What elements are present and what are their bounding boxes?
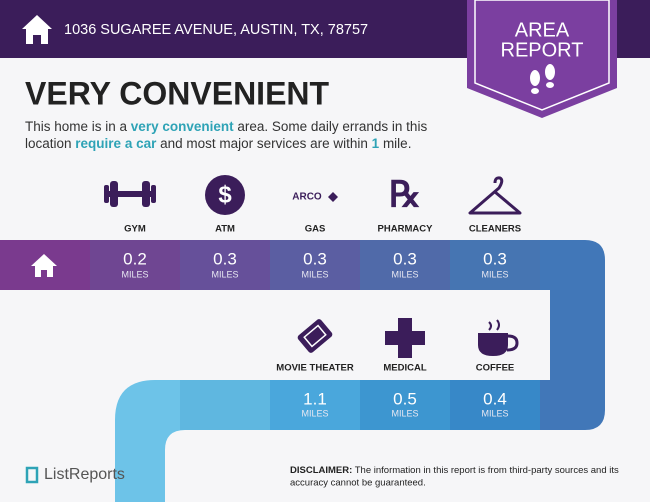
- amenity-distance: 0.4: [483, 389, 507, 408]
- amenity-label: MOVIE THEATER: [276, 363, 354, 374]
- text: area. Some daily errands in this: [234, 119, 428, 134]
- amenity-label: COFFEE: [476, 363, 515, 374]
- amenity-distance: 0.3: [483, 249, 507, 268]
- atm-icon-symbol: $: [218, 181, 232, 208]
- disclaimer-text: The information in this report is from t…: [352, 465, 619, 476]
- amenity-label: CLEANERS: [469, 224, 521, 235]
- distance-unit: MILES: [301, 269, 328, 279]
- disclaimer-line: accuracy cannot be guaranteed.: [290, 478, 426, 489]
- amenity-distance: 0.2: [123, 249, 147, 268]
- amenity-label: MEDICAL: [383, 363, 426, 374]
- home-icon: [22, 15, 52, 44]
- road-cell: [270, 240, 360, 290]
- distance-unit: MILES: [391, 408, 418, 418]
- cleaners-icon: [468, 176, 522, 215]
- amenity-distance: 0.3: [393, 249, 417, 268]
- badge-border: [474, 0, 610, 111]
- medical-icon: [385, 318, 425, 358]
- text: location: [25, 136, 75, 151]
- gym-icon: [104, 181, 156, 207]
- footprints-icon: [530, 64, 555, 94]
- movie-icon: [297, 319, 333, 353]
- text: and most major services are within: [156, 136, 371, 151]
- distance-unit: MILES: [121, 269, 148, 279]
- road-cell: [270, 380, 360, 430]
- distance-unit: MILES: [211, 269, 238, 279]
- gas-icon-text: ARCO: [292, 192, 322, 203]
- highlight: very convenient: [131, 119, 234, 134]
- distance-unit: MILES: [481, 408, 508, 418]
- description-line: location require a car and most major se…: [25, 136, 411, 151]
- gas-icon: [328, 192, 338, 202]
- brand: ListReports: [44, 466, 125, 483]
- brand-icon: [25, 466, 39, 484]
- distance-unit: MILES: [481, 269, 508, 279]
- headline: VERY CONVENIENT: [25, 75, 330, 111]
- atm-icon: [205, 175, 245, 215]
- pharmacy-icon: ℞: [389, 174, 421, 215]
- road-cell: [360, 380, 450, 430]
- amenity-label: ATM: [215, 224, 235, 235]
- amenity-distance: 0.3: [213, 249, 237, 268]
- amenity-label: GAS: [305, 224, 326, 235]
- road-cell: [360, 240, 450, 290]
- text: mile.: [379, 136, 411, 151]
- road-cell: [450, 240, 540, 290]
- road: [115, 380, 185, 502]
- road-cell: [90, 240, 180, 290]
- highlight: 1: [372, 136, 380, 151]
- disclaimer-label: DISCLAIMER:: [290, 465, 352, 476]
- badge: [467, 0, 617, 118]
- highlight: require a car: [75, 136, 157, 151]
- distance-unit: MILES: [391, 269, 418, 279]
- text: This home is in a: [25, 119, 131, 134]
- amenity-label: PHARMACY: [378, 224, 434, 235]
- road-cell: [180, 240, 270, 290]
- home-icon: [31, 254, 57, 277]
- distance-unit: MILES: [301, 408, 328, 418]
- amenity-label: GYM: [124, 224, 146, 235]
- amenity-distance: 0.3: [303, 249, 327, 268]
- amenity-distance: 1.1: [303, 389, 327, 408]
- coffee-icon: [478, 319, 519, 356]
- badge-line: REPORT: [501, 39, 584, 61]
- disclaimer-line: DISCLAIMER: The information in this repo…: [290, 465, 619, 476]
- address: 1036 SUGAREE AVENUE, AUSTIN, TX, 78757: [64, 22, 368, 38]
- description-line: This home is in a very convenient area. …: [25, 119, 427, 134]
- badge-line: AREA: [515, 19, 570, 41]
- road-cell: [450, 380, 540, 430]
- amenity-distance: 0.5: [393, 389, 417, 408]
- road-cell: [180, 380, 270, 430]
